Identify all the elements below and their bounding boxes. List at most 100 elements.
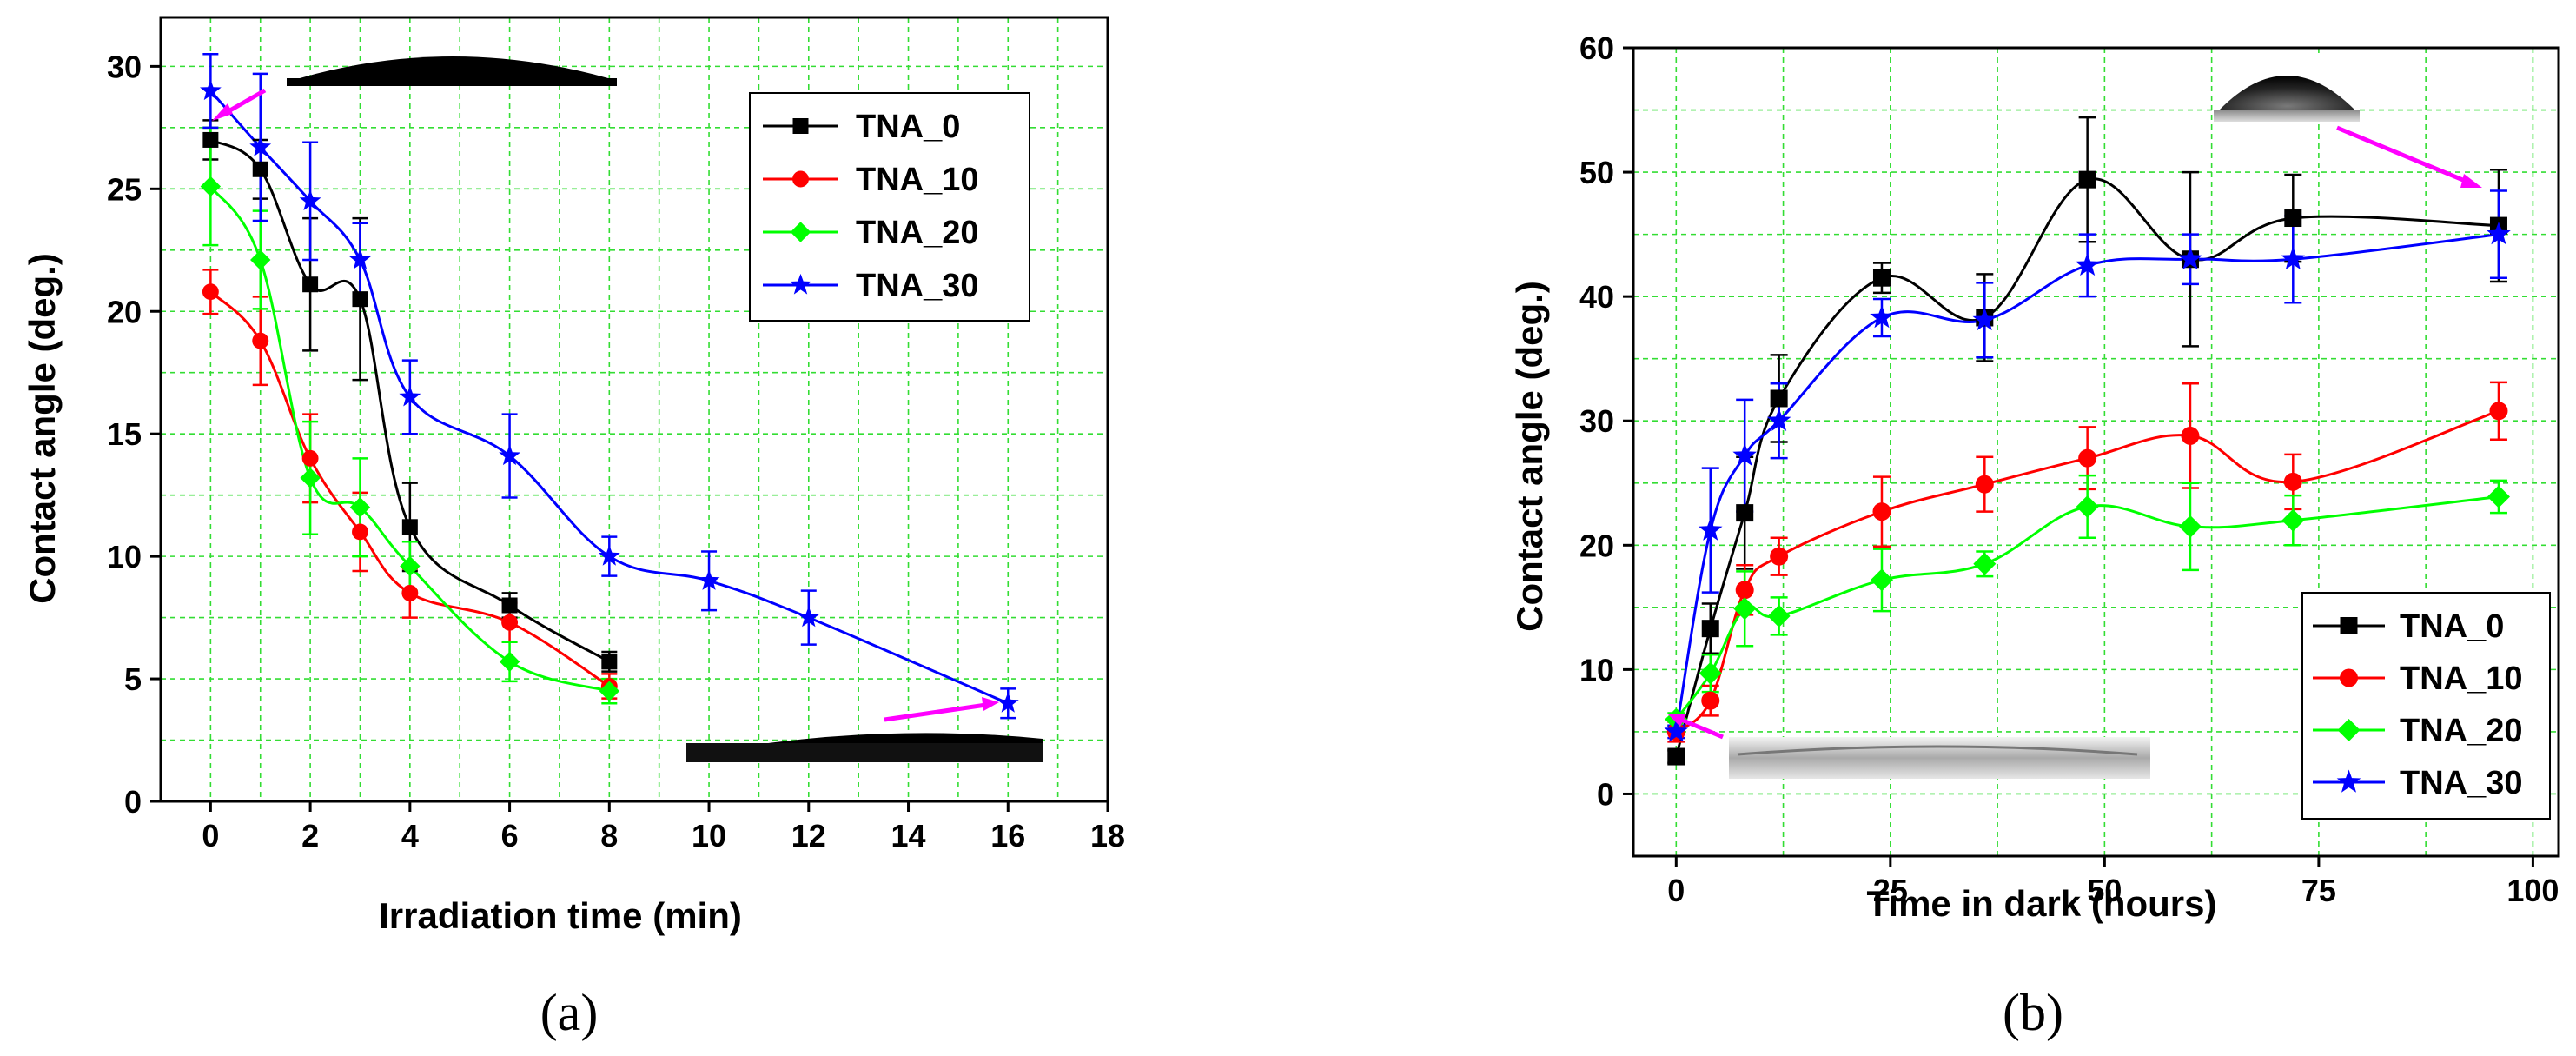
panel-a-legend-label-TNA_20: TNA_20: [856, 215, 979, 251]
panel-a-legend-label-TNA_10: TNA_10: [856, 162, 979, 198]
panel-b-inset-drop-top: [2214, 54, 2360, 122]
panel-b-point-TNA_20: [2178, 515, 2202, 538]
panel-a-point-TNA_20: [499, 651, 520, 673]
panel-b-point-TNA_0: [1872, 269, 1891, 287]
panel-b-x-tick-label: 25: [1873, 873, 1908, 908]
panel-a-inset-drop-top: [287, 56, 617, 86]
panel-a-legend-marker-TNA_0: [792, 118, 809, 134]
panel-a-series-line-TNA_30: [209, 90, 1009, 705]
panel-a-arrow-bottom: [884, 697, 999, 722]
panel-b-legend-label-TNA_30: TNA_30: [2400, 765, 2523, 801]
panel-a-point-TNA_30: [249, 136, 272, 156]
panel-a-legend: TNA_0 TNA_10 TNA_20 TNA_30: [749, 92, 1030, 322]
panel-b-point-TNA_20: [2487, 485, 2510, 508]
panel-a-point-TNA_30: [798, 606, 820, 628]
panel-b-x-tick-label: 75: [2301, 873, 2336, 908]
panel-a-y-axis-title: Contact angle (deg.): [22, 253, 63, 604]
panel-a-point-TNA_10: [352, 523, 368, 541]
panel-a-y-tick-label: 25: [107, 171, 142, 207]
panel-b-legend-marker-TNA_30: [2336, 769, 2361, 793]
panel-a-legend-marker-TNA_10: [792, 170, 809, 188]
panel-a-legend-label-TNA_0: TNA_0: [856, 109, 960, 145]
panel-b-y-axis-title: Contact angle (deg.): [1509, 281, 1550, 632]
panel-a-point-TNA_20: [349, 497, 371, 518]
panel-b-y-tick-label: 20: [1579, 528, 1614, 563]
panel-b-arrow-bottom: [1668, 714, 1724, 740]
panel-a-axes: 0 2 4 6 8 10 12 14 16 18 0 5 10 15 20 25 30: [107, 16, 1125, 853]
panel-a-caption: (a): [540, 984, 599, 1041]
panel-b-point-TNA_0: [2284, 209, 2302, 228]
panel-b-legend-label-TNA_10: TNA_10: [2400, 661, 2523, 697]
panel-b-series-line-TNA_0: [1674, 177, 2500, 757]
panel-b-point-TNA_20: [1699, 661, 1722, 685]
panel-a-grid: [161, 17, 1108, 801]
panel-a-point-TNA_0: [352, 291, 368, 308]
panel-b-point-TNA_30: [2178, 246, 2202, 269]
panel-b-y-tick-label: 50: [1579, 155, 1614, 190]
panel-a-legend-label-TNA_30: TNA_30: [856, 268, 979, 304]
panel-a-point-TNA_10: [401, 584, 419, 601]
panel-a-legend-marker-TNA_30: [790, 273, 811, 295]
panel-a-point-TNA_30: [499, 444, 520, 466]
panel-a-point-TNA_30: [349, 249, 371, 269]
panel-a-point-TNA_0: [401, 519, 418, 535]
panel-a-point-TNA_20: [300, 468, 321, 488]
panel-b-point-TNA_20: [1973, 552, 1997, 575]
panel-b-y-tick-label: 40: [1579, 279, 1614, 315]
panel-b-point-TNA_30: [2281, 246, 2306, 269]
panel-b-point-TNA_10: [1735, 581, 1754, 600]
panel-b-y-tick-label: 10: [1579, 652, 1614, 687]
panel-a-x-tick-label: 10: [692, 818, 726, 853]
panel-b-point-TNA_30: [1699, 517, 1723, 541]
panel-a-y-tick-label: 20: [107, 294, 142, 329]
panel-b-series-line-TNA_30: [1674, 233, 2500, 733]
panel-b-legend-marker-TNA_0: [2340, 617, 2358, 634]
panel-a-point-TNA_10: [202, 283, 219, 301]
panel-a-point-TNA_0: [252, 161, 268, 177]
panel-b-point-TNA_30: [1870, 305, 1894, 329]
panel-a-x-tick-label: 6: [501, 818, 519, 853]
panel-a-y-tick-label: 30: [107, 49, 142, 84]
panel-b-point-TNA_30: [1732, 442, 1757, 466]
panel-a-x-tick-label: 0: [202, 818, 219, 853]
panel-a-point-TNA_30: [399, 385, 421, 407]
panel-b-x-tick-label: 50: [2087, 873, 2122, 908]
panel-b-plot-frame: [1632, 46, 2560, 858]
panel-b-arrow-top: [2336, 125, 2482, 188]
panel-a-point-TNA_0: [601, 654, 618, 670]
panel-a-x-tick-label: 8: [600, 818, 618, 853]
panel-a-point-TNA_30: [299, 189, 321, 210]
panel-b-point-TNA_20: [2281, 508, 2305, 532]
panel-a-y-tick-label: 15: [107, 416, 142, 452]
chart-panel-b: 0 25 50 75 100 0 10 20 30 40 50 60 TNA_0 TNA_10 TNA_2…: [1509, 30, 2560, 1041]
panel-a-x-tick-label: 12: [791, 818, 826, 853]
panel-b-y-tick-label: 60: [1579, 30, 1614, 66]
panel-a-inset-drop-bottom: [686, 733, 1043, 762]
panel-a-x-tick-label: 4: [401, 818, 419, 853]
panel-a-point-TNA_10: [252, 332, 269, 349]
panel-b-point-TNA_30: [2075, 252, 2100, 276]
panel-b-point-TNA_0: [1770, 389, 1788, 408]
panel-a-point-TNA_0: [501, 597, 518, 614]
panel-a-x-tick-label: 18: [1090, 818, 1125, 853]
panel-b-axes: 0 25 50 75 100 0 10 20 30 40 50 60: [1579, 30, 2560, 908]
panel-b-y-tick-label: 30: [1579, 403, 1614, 439]
panel-a-y-tick-label: 0: [124, 784, 142, 820]
panel-b-point-TNA_10: [1701, 691, 1720, 710]
panel-b-point-TNA_30: [2487, 222, 2511, 245]
panel-b-legend-marker-TNA_20: [2337, 719, 2361, 741]
panel-a-point-TNA_0: [302, 276, 319, 293]
panel-b-point-TNA_20: [1733, 597, 1757, 621]
panel-b-point-TNA_10: [2078, 448, 2097, 468]
panel-a-point-TNA_10: [501, 614, 519, 631]
panel-a-point-TNA_20: [250, 249, 271, 270]
panel-a-y-tick-label: 5: [124, 661, 142, 697]
panel-a-arrow-top: [212, 88, 267, 121]
panel-b-point-TNA_10: [2181, 426, 2200, 445]
panel-b-legend: TNA_0 TNA_10 TNA_20 TNA_30: [2301, 592, 2551, 820]
panel-b-point-TNA_30: [1972, 307, 1997, 331]
panel-b-point-TNA_0: [1667, 747, 1685, 766]
panel-b-y-tick-label: 0: [1597, 776, 1614, 812]
panel-b-point-TNA_0: [1701, 620, 1719, 638]
